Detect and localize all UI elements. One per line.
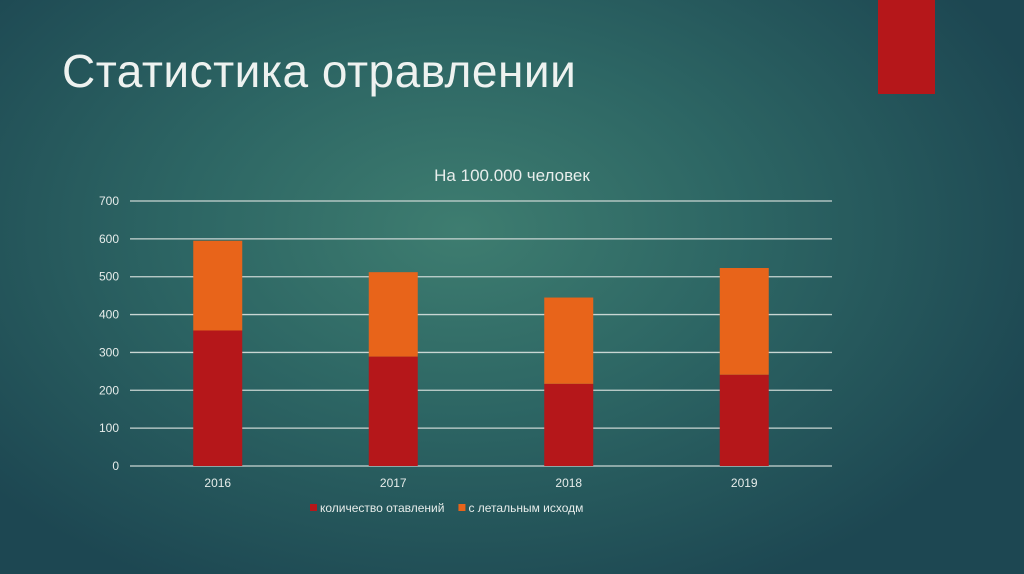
accent-bar <box>878 0 935 94</box>
x-tick-label: 2016 <box>204 476 231 490</box>
x-tick-label: 2019 <box>731 476 758 490</box>
y-tick-label: 200 <box>99 383 119 397</box>
y-tick-label: 300 <box>99 345 119 359</box>
x-tick-label: 2018 <box>555 476 582 490</box>
y-tick-label: 400 <box>99 308 119 322</box>
bar-segment <box>193 240 243 331</box>
bar-segment <box>544 383 594 466</box>
y-tick-label: 500 <box>99 270 119 284</box>
bar-segment <box>719 268 769 375</box>
y-tick-label: 100 <box>99 421 119 435</box>
y-tick-label: 0 <box>112 459 119 473</box>
legend-swatch <box>310 504 317 511</box>
bar-segment <box>368 272 418 357</box>
legend-swatch <box>458 504 466 511</box>
bar-segment <box>193 330 243 466</box>
bar-segment <box>544 297 594 384</box>
bar-segment <box>368 356 418 466</box>
legend-label: с летальным исходм <box>468 501 583 515</box>
bar-segment <box>719 374 769 466</box>
y-tick-label: 600 <box>99 232 119 246</box>
x-tick-label: 2017 <box>380 476 407 490</box>
y-tick-label: 700 <box>99 194 119 208</box>
chart-title: На 100.000 человек <box>434 166 590 185</box>
slide-title: Статистика отравлении <box>62 45 577 97</box>
legend-label: количество отавлений <box>320 501 444 515</box>
